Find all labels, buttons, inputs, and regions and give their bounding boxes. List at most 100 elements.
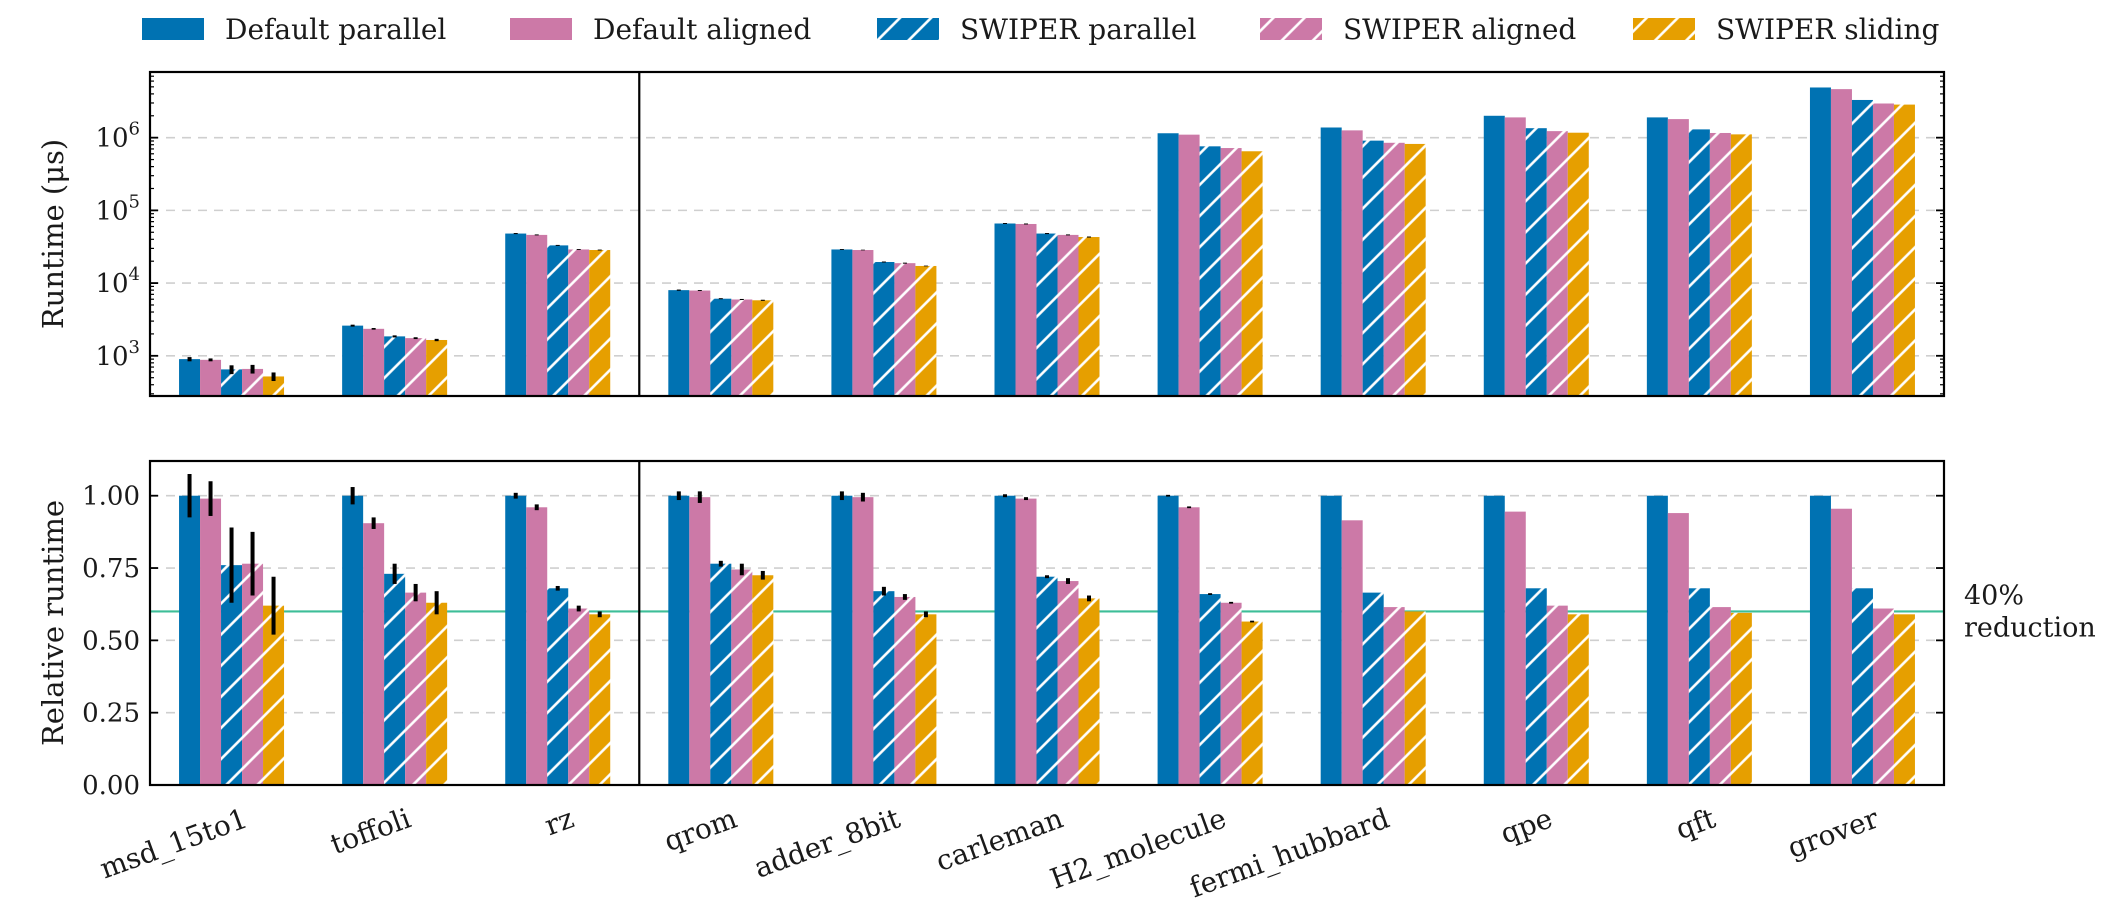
bar-qrom-swiper-aligned [731,569,753,785]
x-tick-label-qpe: qpe [1496,802,1557,851]
bar-h2-molecule-swiper-sliding [1241,151,1263,396]
bar-grover-swiper-sliding [1893,614,1915,785]
bar-grover-default-parallel [1809,87,1831,397]
x-tick-label-adder-8bit: adder_8bit [750,801,905,884]
bar-rz-default-aligned [526,507,548,785]
bar-rz-default-parallel [505,495,527,785]
bar-toffoli-swiper-parallel [384,336,406,396]
bar-carleman-swiper-aligned [1057,234,1079,396]
bar-carleman-default-aligned [1015,498,1037,785]
x-tick-label-qft: qft [1671,801,1720,846]
bar-grover-swiper-parallel [1851,99,1873,396]
bar-msd-15to1-default-parallel [179,495,201,785]
y-tick-label: 103 [95,337,140,372]
bar-carleman-default-aligned [1015,223,1037,396]
bar-adder-8bit-default-parallel [831,249,853,396]
bar-toffoli-default-parallel [342,325,364,396]
x-tick-labels: msd_15to1 toffoli rz qrom adder_8bit carleman… [96,801,1884,901]
reference-line-label: 40% reduction [1964,580,2096,643]
bar-qpe-default-parallel [1483,115,1505,396]
y-tick-label: 0.75 [82,554,140,584]
bar-fermi-hubbard-swiper-sliding [1404,143,1426,396]
bar-rz-default-parallel [505,233,527,396]
bar-fermi-hubbard-swiper-aligned [1383,142,1405,396]
runtime-panel: 103 104 105 106 Runtime (μs) [36,70,1946,398]
legend: Default parallel Default aligned SWIPER pa… [142,13,1939,46]
bar-qpe-default-aligned [1504,511,1526,785]
y-axis-title: Runtime (μs) [36,139,70,329]
bar-toffoli-swiper-sliding [426,339,448,396]
legend-swatch-default-parallel [142,18,204,40]
bar-fermi-hubbard-swiper-parallel [1362,592,1384,785]
legend-label-swiper-aligned: SWIPER aligned [1343,13,1576,46]
y-tick-label: 0.50 [82,626,140,656]
bar-rz-swiper-parallel [547,245,569,396]
bar-qft-swiper-parallel [1688,588,1710,785]
y-tick-label: 0.00 [82,771,140,801]
bar-adder-8bit-swiper-parallel [873,591,895,785]
bar-carleman-swiper-sliding [1078,237,1100,396]
bar-h2-molecule-default-parallel [1157,495,1179,785]
bar-rz-swiper-parallel [547,588,569,785]
bar-qft-swiper-sliding [1730,134,1752,397]
bar-fermi-hubbard-swiper-parallel [1362,140,1384,396]
bar-msd-15to1-swiper-sliding [263,605,285,785]
bar-grover-swiper-aligned [1872,103,1894,396]
bar-rz-default-aligned [526,234,548,396]
bar-carleman-swiper-aligned [1057,581,1079,785]
bar-grover-default-parallel [1809,495,1831,785]
bar-toffoli-default-parallel [342,495,364,785]
bar-grover-default-aligned [1830,89,1852,396]
bar-h2-molecule-default-aligned [1178,134,1200,396]
bar-carleman-swiper-parallel [1036,233,1058,396]
bar-h2-molecule-default-parallel [1157,133,1179,396]
bar-msd-15to1-swiper-parallel [221,565,243,785]
bar-fermi-hubbard-default-parallel [1320,127,1342,397]
bar-toffoli-swiper-aligned [405,338,427,396]
bar-qpe-swiper-aligned [1546,131,1568,396]
bar-qft-swiper-aligned [1709,607,1731,785]
x-tick-label-msd-15to1: msd_15to1 [96,802,252,886]
bar-grover-swiper-parallel [1851,588,1873,785]
x-tick-label-qrom: qrom [660,802,741,859]
relative-runtime-panel: 40% reduction 0.00 0.25 0.50 0.75 1.00 Relative… [36,459,2096,801]
bar-rz-swiper-aligned [568,249,590,396]
bar-qpe-swiper-parallel [1525,128,1547,396]
y-tick-label: 1.00 [82,482,140,512]
bar-qpe-swiper-aligned [1546,605,1568,785]
bar-qpe-swiper-sliding [1567,614,1589,785]
bar-qrom-swiper-parallel [710,563,732,785]
y-tick-label: 106 [95,119,140,154]
plot-frame [148,459,1946,787]
bar-rz-swiper-sliding [589,614,611,785]
bar-qpe-swiper-sliding [1567,132,1589,397]
legend-label-swiper-sliding: SWIPER sliding [1716,13,1939,46]
bar-h2-molecule-swiper-parallel [1199,594,1221,785]
bar-qrom-swiper-sliding [752,575,774,785]
bar-carleman-default-parallel [994,495,1016,785]
bar-toffoli-swiper-parallel [384,573,406,785]
legend-label-default-aligned: Default aligned [593,13,811,46]
bar-msd-15to1-default-aligned [200,498,222,785]
bar-adder-8bit-default-parallel [831,495,853,785]
bar-rz-swiper-aligned [568,608,590,785]
bar-msd-15to1-default-parallel [179,359,201,396]
bar-adder-8bit-swiper-sliding [915,614,937,785]
bar-adder-8bit-default-aligned [852,250,874,396]
bar-qrom-swiper-parallel [710,298,732,396]
y-tick-label: 105 [95,191,140,226]
bar-msd-15to1-default-aligned [200,359,222,396]
legend-label-default-parallel: Default parallel [225,13,446,46]
bar-qft-default-parallel [1646,495,1668,785]
bar-qrom-swiper-aligned [731,299,753,396]
bar-qft-default-aligned [1667,119,1689,397]
bar-h2-molecule-swiper-aligned [1220,602,1242,785]
bar-carleman-swiper-sliding [1078,598,1100,785]
bar-msd-15to1-swiper-aligned [242,368,264,396]
bar-grover-swiper-sliding [1893,104,1915,396]
y-axis-title: Relative runtime [36,500,70,746]
bar-carleman-swiper-parallel [1036,576,1058,785]
bar-qpe-swiper-parallel [1525,588,1547,785]
bar-fermi-hubbard-swiper-aligned [1383,607,1405,785]
